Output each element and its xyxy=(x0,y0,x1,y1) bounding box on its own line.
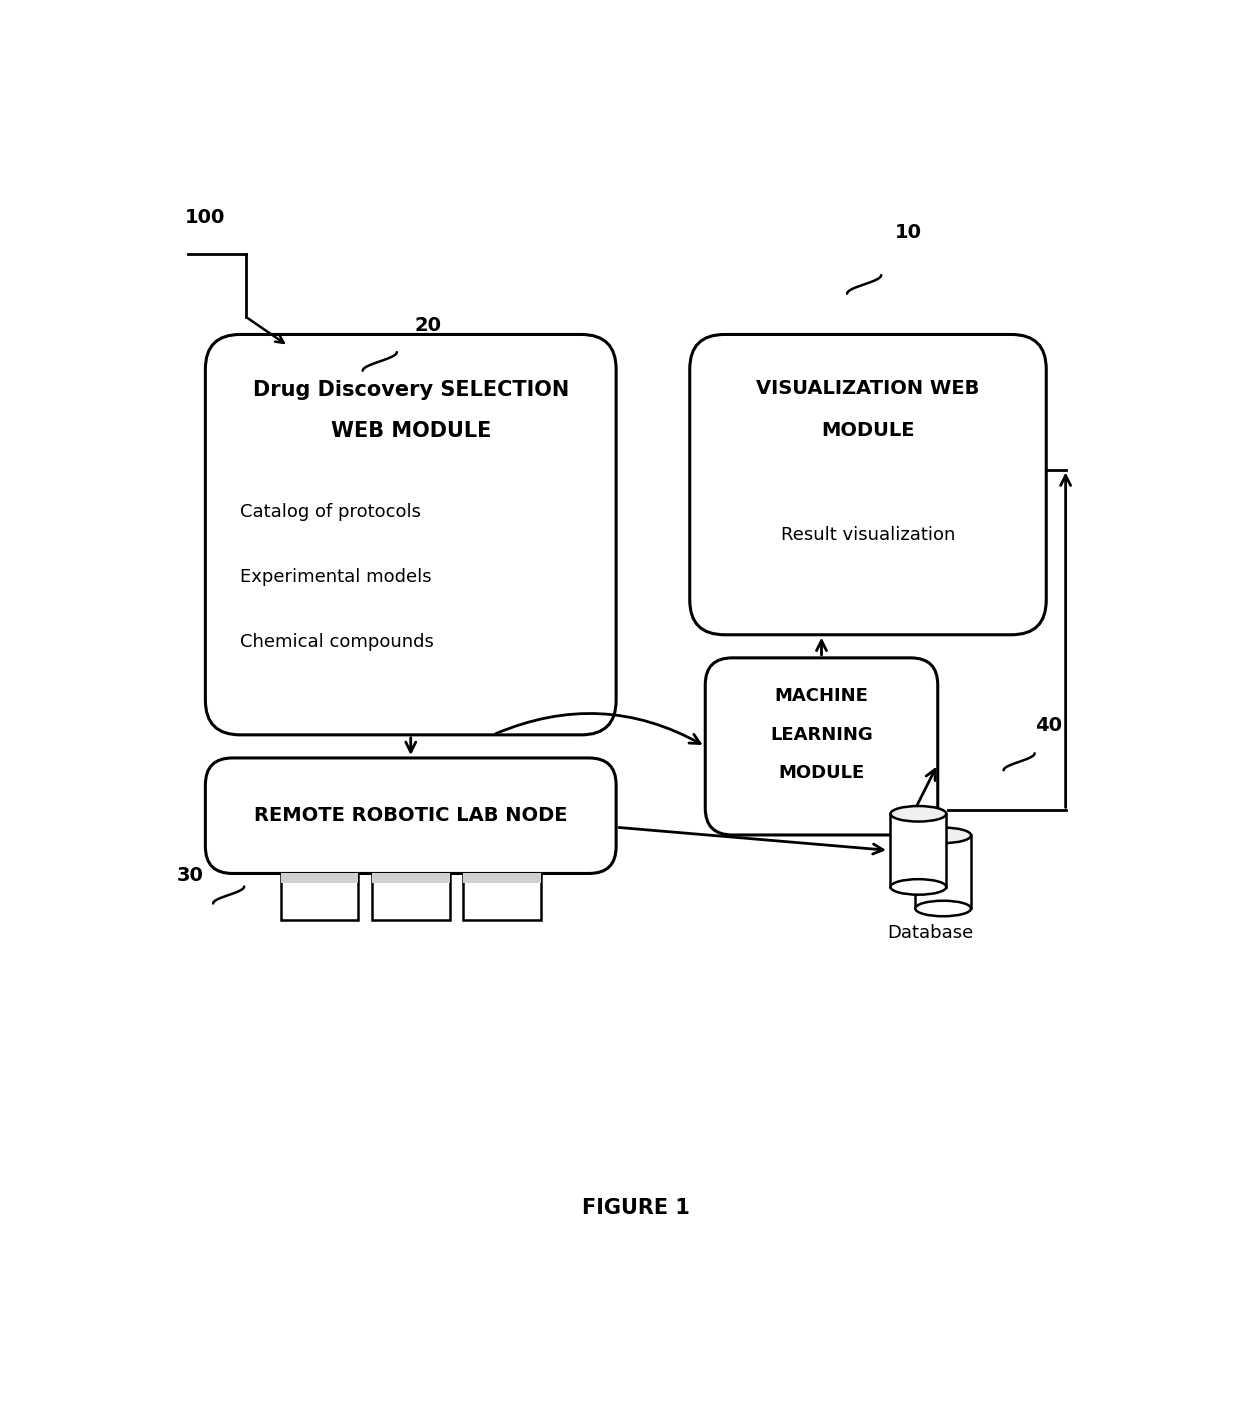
Text: 10: 10 xyxy=(895,223,923,242)
Text: REMOTE ROBOTIC LAB NODE: REMOTE ROBOTIC LAB NODE xyxy=(254,806,568,826)
FancyBboxPatch shape xyxy=(689,335,1047,635)
Text: 20: 20 xyxy=(414,315,441,335)
Text: Experimental models: Experimental models xyxy=(241,568,432,585)
Text: LEARNING: LEARNING xyxy=(770,725,873,744)
FancyBboxPatch shape xyxy=(706,658,937,834)
Ellipse shape xyxy=(890,880,946,895)
Ellipse shape xyxy=(890,806,946,822)
Text: MACHINE: MACHINE xyxy=(775,687,868,706)
Bar xyxy=(464,874,541,919)
Bar xyxy=(915,836,971,909)
FancyBboxPatch shape xyxy=(206,758,616,874)
FancyBboxPatch shape xyxy=(206,335,616,735)
Text: WEB MODULE: WEB MODULE xyxy=(331,421,491,441)
Text: MODULE: MODULE xyxy=(821,421,915,440)
Bar xyxy=(280,874,358,884)
Text: VISUALIZATION WEB: VISUALIZATION WEB xyxy=(756,379,980,397)
Bar xyxy=(280,874,358,919)
Text: FIGURE 1: FIGURE 1 xyxy=(582,1199,689,1219)
Bar xyxy=(372,874,449,919)
Bar xyxy=(890,814,946,887)
Text: 40: 40 xyxy=(1034,715,1061,735)
Ellipse shape xyxy=(915,901,971,916)
Bar xyxy=(464,874,541,884)
Text: Database: Database xyxy=(887,923,973,942)
Bar xyxy=(372,874,449,884)
Text: Catalog of protocols: Catalog of protocols xyxy=(241,502,422,520)
Text: Chemical compounds: Chemical compounds xyxy=(241,633,434,652)
Text: Drug Discovery SELECTION: Drug Discovery SELECTION xyxy=(253,380,569,400)
Ellipse shape xyxy=(915,827,971,843)
Text: 30: 30 xyxy=(176,867,203,885)
Text: 100: 100 xyxy=(185,208,224,226)
Text: Result visualization: Result visualization xyxy=(781,526,955,543)
Text: MODULE: MODULE xyxy=(779,765,864,782)
